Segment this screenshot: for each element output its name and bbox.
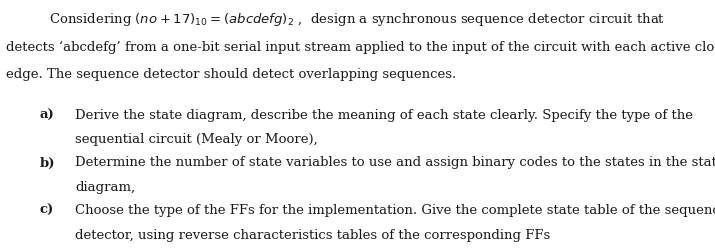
Text: diagram,: diagram, xyxy=(75,181,135,194)
Text: Derive the state diagram, describe the meaning of each state clearly. Specify th: Derive the state diagram, describe the m… xyxy=(75,109,693,122)
Text: a): a) xyxy=(39,109,54,122)
Text: edge. The sequence detector should detect overlapping sequences.: edge. The sequence detector should detec… xyxy=(6,68,456,81)
Text: Considering $(no +17)_{10} = (abcdefg)_{2}$ ,  design a synchronous sequence det: Considering $(no +17)_{10} = (abcdefg)_{… xyxy=(49,11,666,28)
Text: Determine the number of state variables to use and assign binary codes to the st: Determine the number of state variables … xyxy=(75,156,715,170)
Text: b): b) xyxy=(39,156,55,170)
Text: c): c) xyxy=(39,204,54,217)
Text: detector, using reverse characteristics tables of the corresponding FFs: detector, using reverse characteristics … xyxy=(75,229,551,242)
Text: Choose the type of the FFs for the implementation. Give the complete state table: Choose the type of the FFs for the imple… xyxy=(75,204,715,217)
Text: detects ‘abcdefg’ from a one-bit serial input stream applied to the input of the: detects ‘abcdefg’ from a one-bit serial … xyxy=(6,40,715,54)
Text: sequential circuit (Mealy or Moore),: sequential circuit (Mealy or Moore), xyxy=(75,133,318,146)
